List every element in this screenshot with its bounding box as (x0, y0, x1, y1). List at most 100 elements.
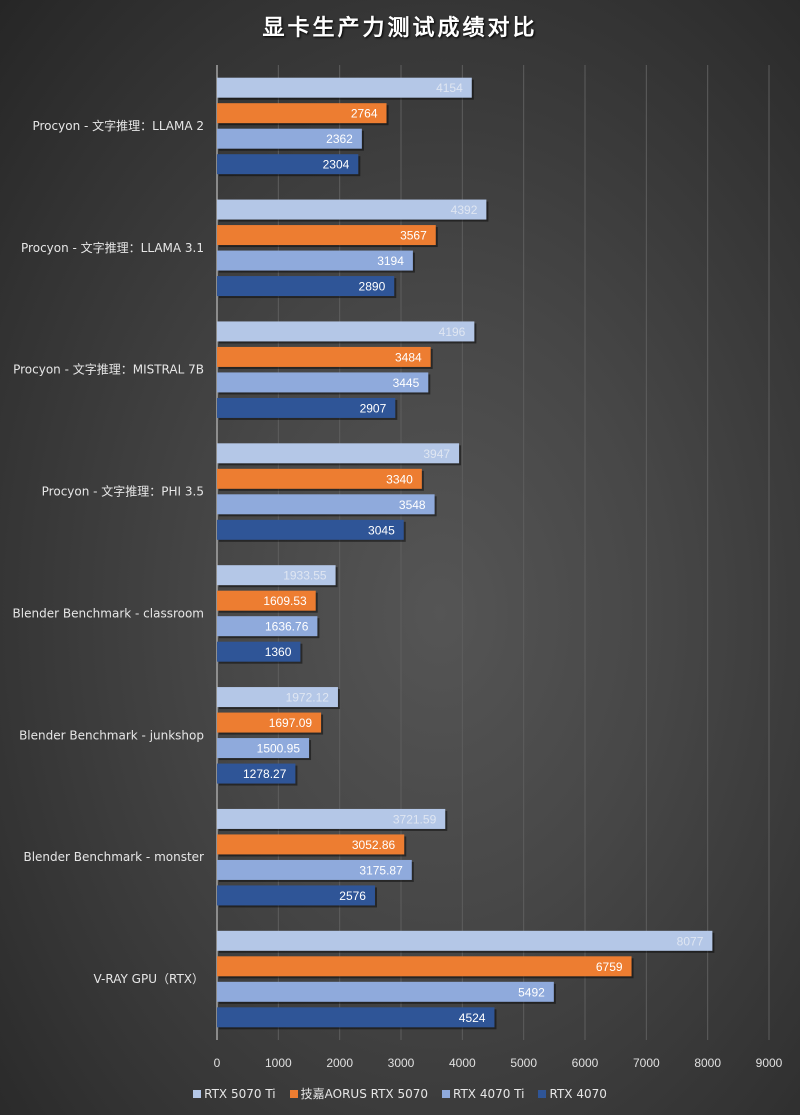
bar (217, 859, 412, 880)
data-label: 3484 (395, 350, 422, 364)
category-label: V-RAY GPU（RTX） (94, 972, 204, 986)
category-label: Procyon - 文字推理：LLAMA 3.1 (21, 240, 204, 255)
bar (217, 616, 318, 637)
x-tick-label: 9000 (756, 1056, 783, 1070)
data-label: 3548 (399, 498, 426, 512)
data-label: 2764 (351, 107, 378, 121)
x-tick-label: 2000 (326, 1056, 353, 1070)
bar (217, 738, 310, 759)
x-tick-label: 7000 (633, 1056, 660, 1070)
bar (217, 372, 429, 393)
data-label: 4154 (436, 81, 463, 95)
x-tick-label: 4000 (449, 1056, 476, 1070)
bar (217, 128, 362, 149)
data-label: 2890 (359, 280, 386, 294)
category-label: Blender Benchmark - classroom (13, 606, 204, 620)
data-label: 2304 (323, 158, 350, 172)
bar (217, 565, 336, 586)
bar (217, 443, 460, 464)
bar (217, 77, 472, 98)
data-label: 2576 (339, 889, 366, 903)
legend-swatch (538, 1089, 547, 1098)
data-label: 1278.27 (243, 767, 287, 781)
bar (217, 590, 316, 611)
data-label: 1360 (265, 645, 292, 659)
data-label: 3052.86 (352, 838, 396, 852)
bar (217, 930, 713, 951)
data-label: 5492 (518, 985, 545, 999)
bar (217, 763, 296, 784)
bar (217, 250, 413, 271)
bar (217, 397, 396, 418)
bar (217, 981, 554, 1002)
legend-label: RTX 5070 Ti (204, 1086, 276, 1101)
data-label: 4196 (439, 325, 466, 339)
data-label: 1972.12 (286, 691, 330, 705)
bar (217, 834, 405, 855)
bar (217, 154, 359, 175)
legend: RTX 5070 Ti 技嘉AORUS RTX 5070 RTX 4070 Ti RT… (0, 1085, 800, 1102)
category-label: Blender Benchmark - junkshop (19, 728, 204, 742)
data-label: 8077 (677, 934, 704, 948)
data-label: 1609.53 (263, 594, 307, 608)
legend-swatch (289, 1089, 298, 1098)
bars: 4154 2764 2362 2304 4392 3567 3194 2890 4196 3484… (217, 77, 715, 1030)
data-label: 1697.09 (269, 716, 313, 730)
data-label: 6759 (596, 960, 623, 974)
data-label: 3445 (393, 376, 420, 390)
bar (217, 321, 475, 342)
x-tick-label: 8000 (694, 1056, 721, 1070)
data-label: 1636.76 (265, 620, 309, 634)
data-label: 2362 (326, 132, 353, 146)
legend-swatch (193, 1089, 202, 1098)
bar (217, 519, 404, 540)
bar (217, 641, 301, 662)
bar (217, 103, 387, 124)
x-tick-label: 0 (214, 1056, 221, 1070)
x-tick-label: 6000 (572, 1056, 599, 1070)
bar (217, 712, 322, 733)
legend-item: 技嘉AORUS RTX 5070 (289, 1085, 428, 1102)
legend-item: RTX 4070 Ti (442, 1085, 524, 1102)
legend-swatch (442, 1089, 450, 1098)
data-label: 1500.95 (257, 742, 301, 756)
bar (217, 468, 422, 489)
data-label: 4524 (459, 1011, 486, 1025)
legend-item: RTX 5070 Ti (193, 1085, 276, 1102)
category-label: Procyon - 文字推理：PHI 3.5 (42, 484, 204, 499)
category-label: Procyon - 文字推理：MISTRAL 7B (13, 362, 204, 377)
data-label: 2907 (360, 401, 387, 415)
bar (217, 199, 487, 220)
legend-label: RTX 4070 (549, 1086, 607, 1101)
bar (217, 885, 375, 906)
data-label: 3567 (400, 229, 427, 243)
category-labels: Procyon - 文字推理：LLAMA 2 Procyon - 文字推理：LLA… (13, 118, 205, 986)
data-label: 3947 (423, 447, 450, 461)
x-axis-ticks: 0 1000 2000 3000 4000 5000 6000 7000 8000 9000 (214, 1056, 783, 1070)
legend-label: RTX 4070 Ti (453, 1086, 525, 1101)
category-label: Blender Benchmark - monster (23, 850, 204, 864)
bar (217, 276, 395, 297)
data-label: 3721.59 (393, 812, 437, 826)
data-label: 3045 (368, 523, 395, 537)
data-label: 1933.55 (283, 569, 327, 583)
data-label: 3175.87 (359, 863, 403, 877)
bar (217, 956, 632, 977)
bar (217, 687, 338, 708)
bar (217, 346, 431, 367)
bar (217, 225, 436, 246)
data-label: 4392 (451, 203, 478, 217)
x-tick-label: 5000 (510, 1056, 537, 1070)
x-tick-label: 1000 (265, 1056, 292, 1070)
data-label: 3340 (386, 472, 413, 486)
x-tick-label: 3000 (388, 1056, 415, 1070)
category-label: Procyon - 文字推理：LLAMA 2 (32, 118, 204, 133)
bar (217, 1007, 495, 1028)
bar (217, 808, 446, 829)
legend-label: 技嘉AORUS RTX 5070 (300, 1087, 428, 1101)
legend-item: RTX 4070 (538, 1085, 607, 1102)
bar (217, 494, 435, 515)
chart-title: 显卡生产力测试成绩对比 (262, 16, 538, 41)
data-label: 3194 (377, 254, 404, 268)
bar-chart: 4154 2764 2362 2304 4392 3567 3194 2890 4196 3484… (13, 65, 783, 1070)
